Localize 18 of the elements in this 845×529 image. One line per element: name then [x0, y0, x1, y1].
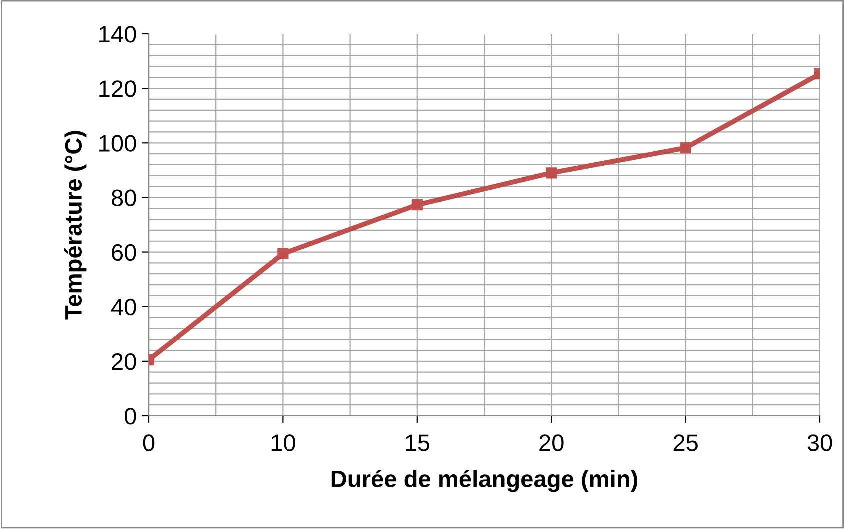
- point: [412, 200, 423, 211]
- x-axis-title: Durée de mélangeage (min): [332, 470, 638, 492]
- y-tick-label: 80: [112, 190, 136, 206]
- x-tick-label: 15: [406, 434, 430, 452]
- x-tick-label: 30: [808, 434, 832, 452]
- x-tick-label: 10: [272, 434, 296, 452]
- y-tick-label: 140: [100, 26, 136, 43]
- x-tick-label: 0: [143, 434, 155, 452]
- y-tick-label: 100: [100, 135, 136, 152]
- y-tick-label: 40: [111, 298, 136, 316]
- y-tick-label: 0: [124, 408, 136, 425]
- y-axis-title: Température (°C): [64, 131, 87, 320]
- y-tick-label: 20: [112, 353, 136, 370]
- y-tick-label: 60: [112, 244, 136, 262]
- y-tick-label: 120: [100, 80, 136, 98]
- x-tick-label: 25: [674, 434, 698, 452]
- x-tick-label: 20: [540, 434, 564, 452]
- point: [546, 168, 558, 179]
